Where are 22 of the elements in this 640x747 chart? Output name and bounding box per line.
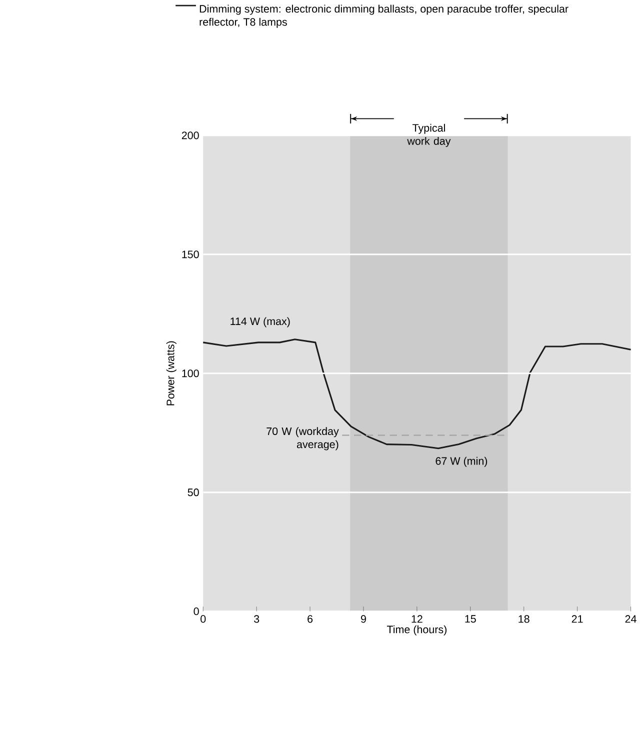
x-tick-label: 24 bbox=[625, 615, 636, 623]
x-tick-label: 6 bbox=[307, 615, 312, 623]
annotation: 114 W (max) bbox=[230, 317, 290, 328]
x-tick-label: 21 bbox=[572, 615, 583, 623]
x-tick-label: 0 bbox=[200, 615, 206, 623]
line-series bbox=[202, 338, 632, 450]
band-label: Typical work day bbox=[407, 124, 451, 147]
x-tick-label: 15 bbox=[465, 615, 476, 623]
x-axis-title: Time (hours) bbox=[386, 625, 446, 636]
x-tick-label: 9 bbox=[360, 615, 366, 623]
x-tick-label: 12 bbox=[412, 615, 422, 623]
y-tick-label: 200 bbox=[182, 132, 199, 140]
y-tick-label: 150 bbox=[182, 250, 199, 258]
y-tick-label: 50 bbox=[188, 488, 199, 496]
y-axis-title: Power (watts) bbox=[166, 341, 176, 406]
annotation: 67 W (min) bbox=[436, 456, 487, 467]
y-tick-label: 100 bbox=[182, 370, 199, 378]
x-tick-label: 18 bbox=[518, 615, 530, 623]
annotation: 70 W (workday average) bbox=[266, 427, 339, 450]
legend-label: Dimming system: electronic dimming ballasts, open paracube troffer, specular reflector, T8 lamps bbox=[200, 4, 568, 28]
y-tick-label: 0 bbox=[194, 608, 199, 616]
x-tick-label: 3 bbox=[254, 615, 259, 623]
